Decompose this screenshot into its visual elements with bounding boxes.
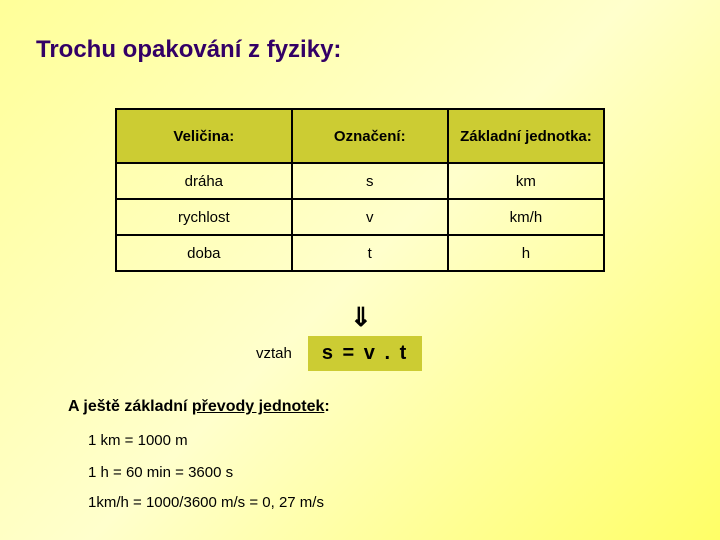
conversions-title: A ještě základní převody jednotek: [68, 398, 330, 416]
down-arrow-icon: ⇓ [350, 302, 372, 333]
conversion-line-3: 1km/h = 1000/3600 m/s = 0, 27 m/s [88, 494, 324, 511]
conversion-line-2: 1 h = 60 min = 3600 s [88, 464, 233, 481]
cell-v: v [292, 199, 448, 235]
table-row: rychlost v km/h [116, 199, 604, 235]
header-oznaceni: Označení: [292, 109, 448, 163]
conversion-line-1: 1 km = 1000 m [88, 432, 188, 449]
conv-title-underlined: převody jednotek [192, 398, 324, 415]
cell-t: t [292, 235, 448, 271]
cell-s: s [292, 163, 448, 199]
cell-km: km [448, 163, 604, 199]
cell-doba: doba [116, 235, 292, 271]
cell-h: h [448, 235, 604, 271]
header-velicina: Veličina: [116, 109, 292, 163]
conv-title-suffix: : [324, 398, 329, 415]
physics-table: Veličina: Označení: Základní jednotka: d… [115, 108, 605, 272]
formula-box: s = v . t [308, 336, 422, 371]
table-row: doba t h [116, 235, 604, 271]
header-jednotka: Základní jednotka: [448, 109, 604, 163]
cell-rychlost: rychlost [116, 199, 292, 235]
formula-row: vztah s = v . t [256, 336, 422, 371]
cell-draha: dráha [116, 163, 292, 199]
table-header-row: Veličina: Označení: Základní jednotka: [116, 109, 604, 163]
cell-kmh: km/h [448, 199, 604, 235]
conv-title-prefix: A ještě základní [68, 398, 192, 415]
formula-label: vztah [256, 345, 292, 362]
table-row: dráha s km [116, 163, 604, 199]
slide-title: Trochu opakování z fyziky: [36, 36, 341, 64]
